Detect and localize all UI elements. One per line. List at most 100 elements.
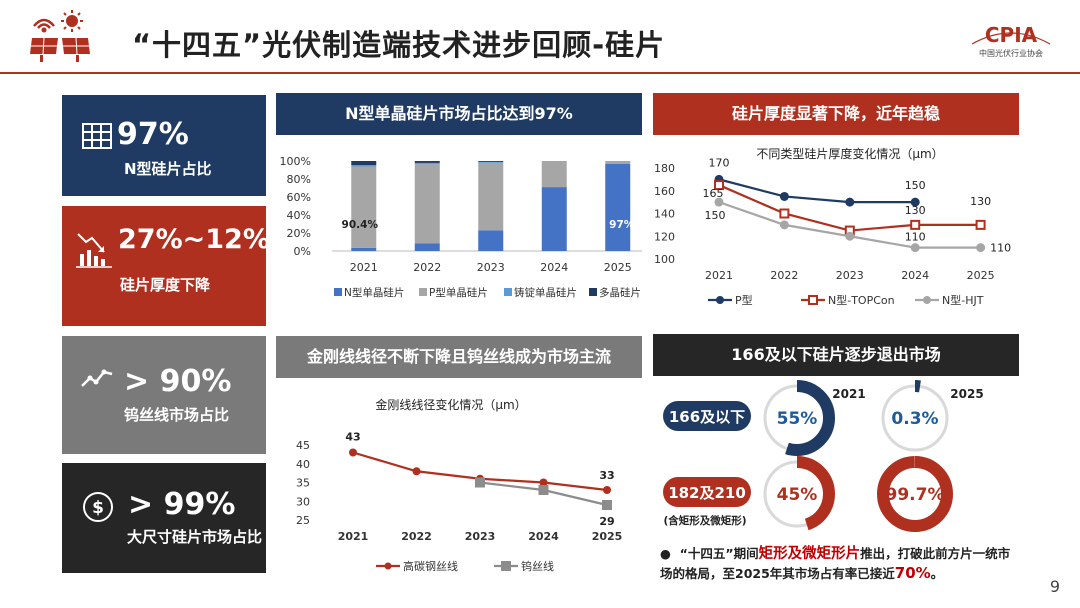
legend-marker [501,561,511,571]
row-label-pill [663,477,751,507]
y-tick-label: 100% [280,155,311,168]
data-point [779,220,789,230]
kpi-label: 硅片厚度下降 [120,276,211,294]
x-tick-label: 2025 [604,261,632,274]
kpi-card-tungsten: > 90% 钨丝线市场占比 [62,336,266,454]
bar-segment [414,164,440,244]
legend-swatch [334,288,342,296]
y-tick-label: 120 [654,230,675,243]
data-label: 29 [599,515,614,528]
data-point [539,478,548,487]
legend-label: 高碳钢丝线 [403,559,458,573]
kpi-card-n-type: 97% N型硅片占比 [62,95,266,196]
data-point [412,467,421,476]
donut-arc [877,456,953,532]
bar-segment [414,161,440,163]
x-tick-label: 2022 [770,269,798,282]
bar-segment [605,163,631,251]
legend-marker [716,296,724,304]
bar-segment [478,161,504,163]
legend-label: P型单晶硅片 [429,286,488,299]
y-tick-label: 60% [287,191,311,204]
cpia-logo-sub: 中国光伏行业协会 [979,48,1043,58]
data-label: 130 [905,204,926,217]
bar-segment [351,166,377,248]
bar-segment [351,247,377,251]
year-label: 2021 [832,387,865,401]
data-point [976,243,986,253]
note-pre: “十四五”期间 [679,546,759,561]
donut-value: 0.3% [891,409,938,429]
dollar-icon: $ [83,492,113,522]
bar-segment [478,161,504,162]
x-tick-label: 2023 [477,261,505,274]
data-point [910,219,921,230]
panel-header-wire: 金刚线线径不断下降且钨丝线成为市场主流 [276,336,642,378]
x-tick-label: 2023 [465,530,496,543]
x-tick-label: 2022 [413,261,441,274]
data-point [779,208,790,219]
year-label: 2025 [950,387,983,401]
bar-segment [478,162,504,231]
y-tick-label: 40% [287,209,311,222]
legend-marker [384,562,392,570]
kpi-value: > 99% [128,487,236,522]
svg-text:$: $ [92,498,104,518]
data-label: 110 [990,242,1011,255]
share-stacked-bar-chart: 0% 20% 40% 60% 80% 100% 2021 2022 2023 2024 2025 90… [280,155,642,299]
note-bullet: ● [660,546,671,561]
y-tick-label: 45 [296,439,310,452]
bar-segment [478,230,504,251]
row-label: 166及以下 [669,408,745,426]
data-point [602,500,612,510]
donut-value: 99.7% [886,485,945,505]
x-tick-label: 2021 [350,261,378,274]
data-label: 97% [609,219,635,231]
data-point [714,197,724,207]
data-label: 165 [703,187,724,200]
bar-segment [541,187,567,251]
chart-title: 不同类型硅片厚度变化情况（μm） [756,146,943,161]
kpi-value: 97% [117,117,189,152]
legend-marker [808,295,818,305]
header-divider [0,72,1080,74]
x-tick-label: 2024 [528,530,559,543]
y-tick-label: 25 [296,514,310,527]
data-label: 150 [905,179,926,192]
x-tick-label: 2024 [540,261,568,274]
legend-label: N型-TOPCon [828,293,895,307]
legend-swatch [419,288,427,296]
data-point [910,243,920,253]
legend-marker [923,296,931,304]
donut-arc [759,456,835,532]
panel-header-thickness: 硅片厚度显著下降，近年趋稳 [653,93,1019,135]
row-sublabel: (含矩形及微矩形) [663,514,746,527]
y-tick-label: 100 [654,253,675,266]
data-label: 130 [970,195,991,208]
kpi-label: N型硅片占比 [124,160,212,178]
note-highlight: 矩形及微矩形片 [758,546,861,562]
data-label: 90.4% [342,219,379,231]
data-point [779,191,789,201]
solar-panel-logo-icon [26,8,96,64]
cpia-logo: CPIA 中国光伏行业协会 [966,14,1056,66]
kpi-card-thickness: 27%~12% 硅片厚度下降 [62,206,270,326]
panel-header-size: 166及以下硅片逐步退出市场 [653,334,1019,376]
legend-label: N型单晶硅片 [344,286,404,299]
series-line [718,184,981,232]
note-end: 。 [930,566,944,581]
chart-title: 金刚线线径变化情况（μm） [375,397,526,412]
note-percent: 70% [894,564,931,582]
donut-arc [877,380,953,456]
y-tick-label: 30 [296,495,310,508]
bar-segment [414,162,440,165]
y-tick-label: 35 [296,477,310,490]
y-tick-label: 40 [296,458,310,471]
x-tick-label: 2021 [705,269,733,282]
data-point [845,197,855,207]
data-label: 33 [599,469,614,482]
size-donut-chart: 2021 2025 166及以下 55% 0.3% 182及210 (含矩形及微矩形) 45%… [663,380,984,532]
y-tick-label: 180 [654,162,675,175]
legend-label: 钨丝线 [521,559,554,573]
bar-segment [414,243,440,251]
